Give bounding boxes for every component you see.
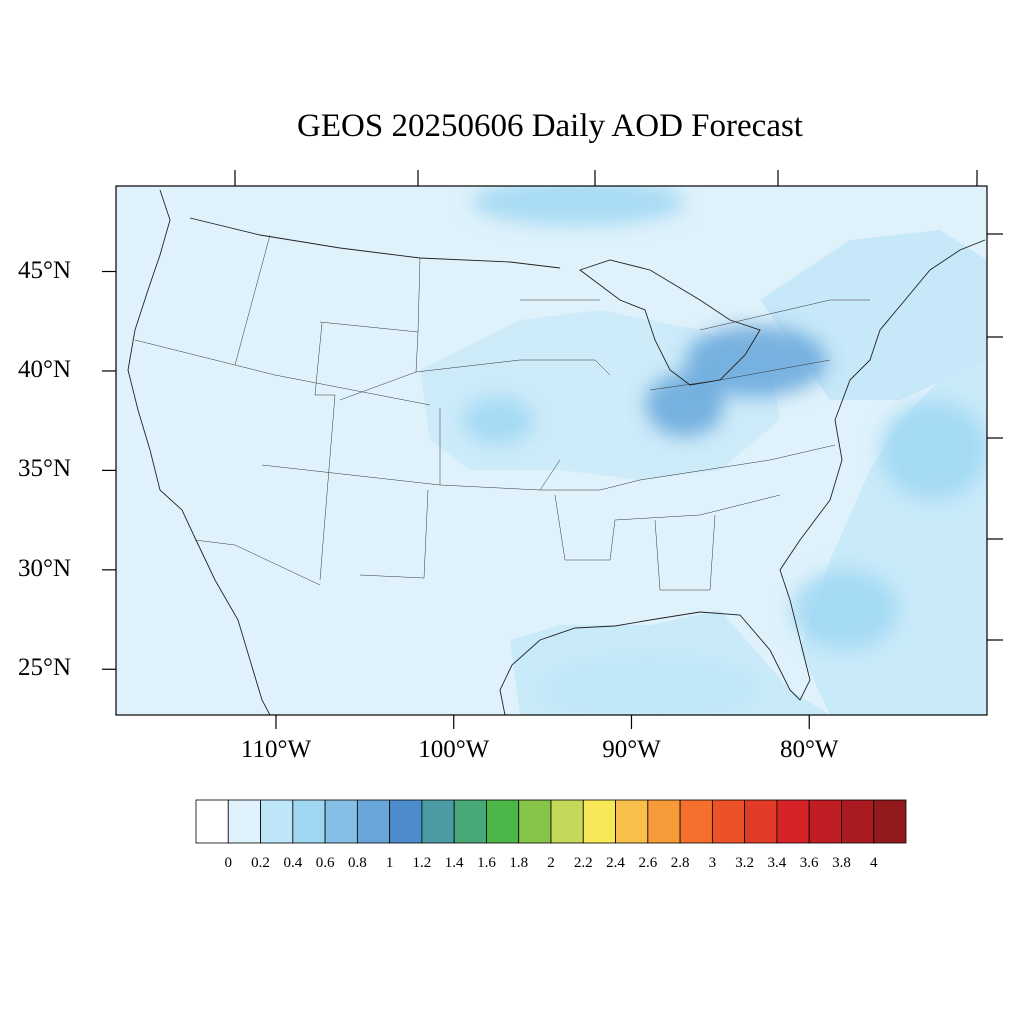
lat-label: 40°N bbox=[18, 355, 72, 383]
coastline-west bbox=[127, 189, 271, 715]
aod-plume-4 bbox=[791, 569, 899, 650]
aod-plume-3 bbox=[471, 186, 685, 226]
colorbar-cell bbox=[711, 799, 746, 844]
colorbar-label: 4 bbox=[869, 855, 878, 871]
colorbar-label: 0.8 bbox=[347, 855, 367, 871]
colorbar-cell bbox=[744, 799, 778, 844]
colorbar-label: 2.6 bbox=[638, 855, 658, 871]
state-borders bbox=[134, 234, 870, 591]
colorbar-cell bbox=[486, 799, 520, 844]
lon-label: 100°W bbox=[418, 736, 490, 763]
colorbar-label: 0.2 bbox=[251, 855, 270, 871]
aod-plume-1 bbox=[645, 372, 724, 437]
colorbar-cell bbox=[227, 799, 261, 844]
colorbar-label: 3.6 bbox=[799, 855, 819, 871]
colorbar-cell bbox=[776, 799, 810, 844]
colorbar-cell bbox=[615, 799, 649, 844]
colorbar-label: 2.2 bbox=[573, 855, 593, 871]
map-frame bbox=[115, 185, 988, 716]
colorbar-label: 3.2 bbox=[735, 855, 754, 871]
colorbar-label: 2 bbox=[547, 855, 555, 871]
colorbar-cell bbox=[518, 799, 552, 844]
colorbar-cell bbox=[582, 799, 616, 844]
colorbar-label: 0.6 bbox=[315, 855, 335, 871]
canada-border bbox=[189, 217, 561, 269]
colorbar-label: 1.2 bbox=[412, 855, 432, 871]
colorbar-label: 0.4 bbox=[283, 855, 303, 871]
lon-label: 90°W bbox=[602, 736, 661, 763]
colorbar-cell bbox=[195, 799, 229, 844]
lat-label: 25°N bbox=[18, 654, 72, 682]
colorbar-label: 1.4 bbox=[444, 855, 464, 871]
colorbar-cell bbox=[421, 799, 455, 844]
colorbar-cell bbox=[550, 799, 584, 844]
lat-label: 35°N bbox=[18, 455, 72, 483]
colorbar-label: 3.4 bbox=[767, 855, 787, 871]
colorbar-cell bbox=[453, 799, 487, 844]
colorbar-cell bbox=[873, 799, 907, 844]
aod-plume-5 bbox=[880, 400, 987, 501]
colorbar-label: 1.6 bbox=[477, 855, 496, 871]
aod-plume-2 bbox=[462, 396, 534, 445]
lat-label: 30°N bbox=[18, 554, 72, 582]
colorbar-label: 1 bbox=[385, 855, 394, 871]
colorbar-cell bbox=[356, 799, 391, 844]
colorbar-label: 1.8 bbox=[509, 855, 529, 871]
colorbar-label: 2.8 bbox=[670, 855, 690, 871]
great-lakes bbox=[579, 259, 761, 386]
colorbar-label: 3 bbox=[708, 855, 717, 871]
lat-label: 45°N bbox=[18, 256, 72, 284]
colorbar-cell bbox=[647, 799, 681, 844]
colorbar-label: 3.8 bbox=[832, 855, 851, 871]
colorbar-cell bbox=[808, 799, 842, 844]
aod-plume-0 bbox=[684, 325, 828, 397]
lon-label: 110°W bbox=[240, 736, 312, 763]
colorbar-cell bbox=[841, 799, 875, 844]
lon-label: 80°W bbox=[779, 736, 839, 763]
colorbar-label: 2.4 bbox=[606, 855, 625, 871]
colorbar-label: 0 bbox=[224, 855, 233, 871]
colorbar-cell bbox=[260, 799, 294, 844]
aod-plume-6 bbox=[542, 659, 756, 715]
colorbar-cell bbox=[389, 799, 423, 844]
colorbar-cell bbox=[292, 799, 326, 844]
colorbar-cell bbox=[324, 799, 358, 844]
map-title: GEOS 20250606 Daily AOD Forecast bbox=[297, 108, 803, 144]
colorbar-cell bbox=[679, 799, 713, 844]
coastline-gulf bbox=[499, 239, 986, 715]
